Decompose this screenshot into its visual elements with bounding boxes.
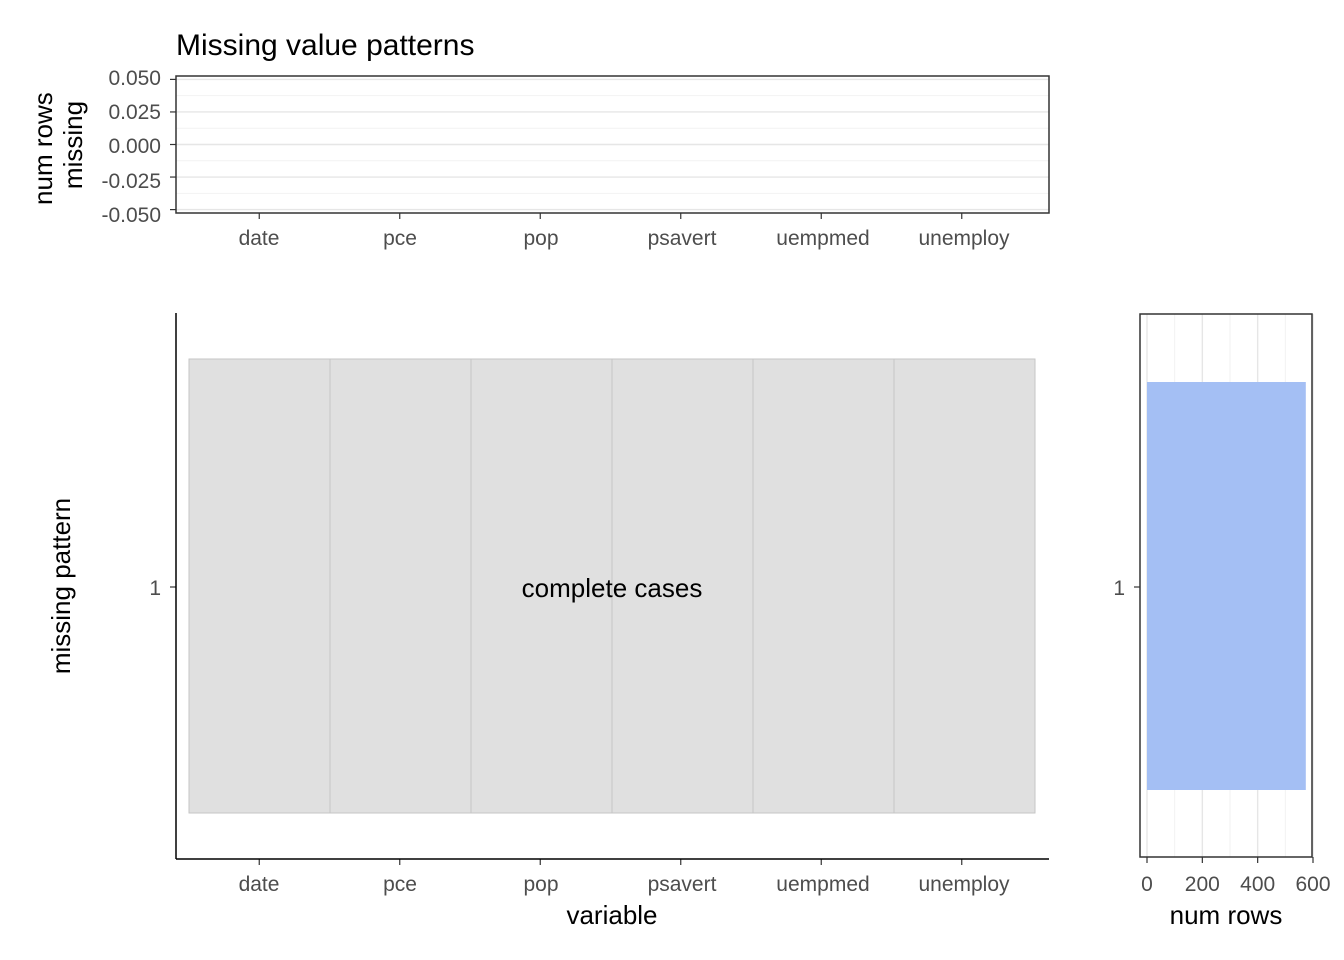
pattern-cell xyxy=(893,358,1036,814)
top-panel-border xyxy=(175,75,1050,214)
pattern-cell xyxy=(752,358,895,814)
top-y-tick-label: 0.050 xyxy=(108,67,161,90)
chart-title: Missing value patterns xyxy=(176,29,474,62)
main-x-tick-label: pce xyxy=(383,873,417,896)
main-x-tick-label: psavert xyxy=(648,873,717,896)
top-x-tick-label: pce xyxy=(383,227,417,250)
top-x-ticks: date pce pop psavert uempmed unemploy xyxy=(239,227,1010,250)
top-x-tick-label: psavert xyxy=(648,227,717,250)
right-x-ticks: 0 200 400 600 xyxy=(1134,586,1331,896)
pattern-cell xyxy=(470,358,613,814)
top-panel: 0.050 0.025 0.000 -0.025 -0.050 date pce… xyxy=(28,67,1050,250)
top-y-tick-label: -0.025 xyxy=(101,170,161,193)
right-x-tick-label: 600 xyxy=(1295,873,1330,896)
pattern-cells xyxy=(170,358,1036,865)
top-x-tick-label: pop xyxy=(523,227,558,250)
top-y-tick-label: 0.000 xyxy=(108,135,161,158)
right-y-tick-label: 1 xyxy=(1113,577,1125,600)
right-x-tick-label: 400 xyxy=(1240,873,1275,896)
main-x-tick-label: uempmed xyxy=(776,873,869,896)
right-panel: 1 0 200 400 600 num rows xyxy=(1113,313,1331,930)
main-y-tick-label: 1 xyxy=(149,577,161,600)
top-y-axis-title-line: missing xyxy=(58,101,88,189)
right-panel-border xyxy=(1139,313,1313,858)
complete-cases-label: complete cases xyxy=(522,573,703,603)
main-x-tick-label: date xyxy=(239,873,280,896)
main-x-tick-label: pop xyxy=(523,873,558,896)
pattern-cell xyxy=(611,358,754,814)
right-x-tick-label: 200 xyxy=(1185,873,1220,896)
pattern-cell xyxy=(188,358,331,814)
top-x-tick-label: date xyxy=(239,227,280,250)
top-x-tick-label: uempmed xyxy=(776,227,869,250)
top-y-axis-title-line: num rows xyxy=(28,92,58,205)
main-y-axis-title: missing pattern xyxy=(46,498,76,674)
main-x-tick-label: unemploy xyxy=(918,873,1010,896)
top-y-tick-label: -0.050 xyxy=(101,204,161,227)
pattern-cell xyxy=(329,358,472,814)
top-y-axis-title: num rows missing xyxy=(28,85,88,205)
right-x-axis-title: num rows xyxy=(1170,900,1283,930)
right-x-tick-label: 0 xyxy=(1141,873,1153,896)
top-y-tick-label: 0.025 xyxy=(108,101,161,124)
top-x-tick-label: unemploy xyxy=(918,227,1010,250)
top-y-ticks: 0.050 0.025 0.000 -0.025 -0.050 xyxy=(101,67,161,227)
main-panel: date pce pop psavert uempmed unemploy 1 … xyxy=(46,313,1049,930)
main-x-axis-title: variable xyxy=(566,900,657,930)
num-rows-bar xyxy=(1147,382,1306,790)
top-grid xyxy=(170,78,1049,219)
main-x-ticks: date pce pop psavert uempmed unemploy xyxy=(239,873,1010,896)
